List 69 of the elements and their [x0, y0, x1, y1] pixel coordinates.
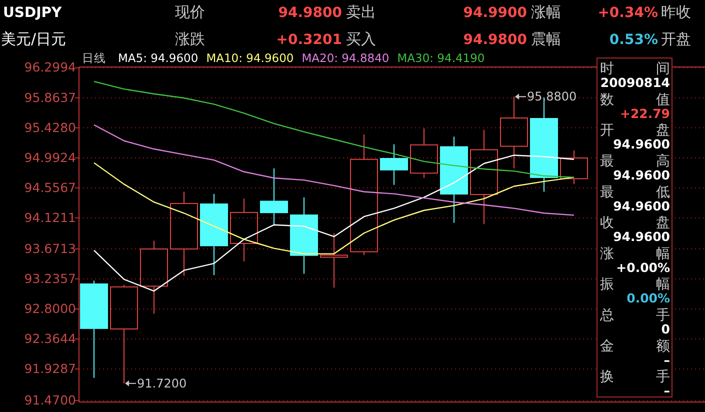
y-tick-label: 95.4280: [24, 120, 76, 135]
y-tick-label: 94.5567: [24, 180, 76, 195]
text: 值: [656, 92, 670, 108]
text: 收: [600, 215, 614, 232]
text: 买入: [346, 30, 376, 48]
annotation: 95.8800: [527, 90, 577, 104]
text: 高: [656, 153, 670, 170]
y-tick-label: 92.8000: [24, 300, 76, 316]
text: 金: [600, 338, 614, 354]
text: 94.9800: [463, 32, 528, 48]
text: 昨收: [661, 3, 691, 21]
text: 0.53%: [609, 32, 658, 48]
text: +22.79: [620, 106, 670, 121]
text: 开盘: [661, 30, 691, 48]
text: 20090814: [600, 75, 670, 90]
text: 手: [656, 369, 670, 386]
text: 94.9800: [278, 5, 342, 21]
annotation: 91.7200: [137, 376, 187, 390]
text: MA30: 94.4190: [397, 51, 485, 65]
text: 现价: [175, 3, 205, 21]
text: 震幅: [531, 30, 561, 48]
chart-subtitle: 美元/日元: [1, 30, 66, 48]
text: 最: [600, 153, 614, 170]
text: 涨跌: [175, 30, 205, 48]
y-tick-label: 94.9924: [24, 150, 76, 165]
text: 94.9600: [613, 229, 670, 244]
text: 盘: [656, 215, 670, 232]
y-tick-label: 96.2994: [24, 60, 76, 75]
text: MA20: 94.8840: [302, 51, 390, 65]
text: 涨幅: [531, 3, 561, 21]
text: 额: [656, 338, 670, 354]
text: 卖出: [346, 3, 376, 21]
text: 振: [600, 276, 614, 293]
y-tick-label: 92.3644: [24, 330, 76, 346]
text: 0: [661, 322, 670, 337]
text: 开: [600, 122, 614, 139]
text: –: [664, 383, 670, 398]
line-series: [93, 124, 575, 216]
y-tick-label: 93.2357: [24, 270, 76, 286]
y-tick-label: 91.9287: [24, 361, 76, 376]
text: 总: [599, 308, 614, 324]
text: 手: [656, 308, 670, 324]
text: 94.9900: [463, 5, 528, 21]
text: 时: [600, 61, 614, 77]
text: 94.9600: [613, 136, 670, 152]
text: +0.3201: [276, 32, 342, 48]
chart-title: USDJPY: [3, 5, 63, 21]
text: MA10: 94.9600: [206, 51, 294, 65]
legend-title: 日线: [82, 51, 106, 65]
text: 涨: [600, 246, 614, 262]
text: 盘: [656, 122, 670, 139]
text: 0.00%: [626, 290, 670, 306]
text: +0.00%: [616, 260, 670, 275]
text: 94.9600: [613, 198, 670, 214]
text: MA5: 94.9600: [118, 51, 198, 65]
y-tick-label: 95.8637: [24, 90, 76, 105]
y-tick-label: 94.1211: [24, 210, 76, 225]
text: 换: [600, 369, 614, 386]
text: 数: [600, 92, 614, 108]
text: 幅: [656, 276, 670, 293]
y-tick-label: 93.6713: [24, 240, 76, 256]
text: 最: [600, 184, 614, 200]
text: 94.9600: [613, 167, 670, 182]
text: –: [664, 352, 670, 368]
text: 低: [656, 184, 670, 200]
text: 间: [656, 61, 670, 77]
text: 幅: [656, 246, 670, 262]
y-tick-label: 91.4700: [24, 392, 76, 408]
text: +0.34%: [598, 5, 658, 21]
